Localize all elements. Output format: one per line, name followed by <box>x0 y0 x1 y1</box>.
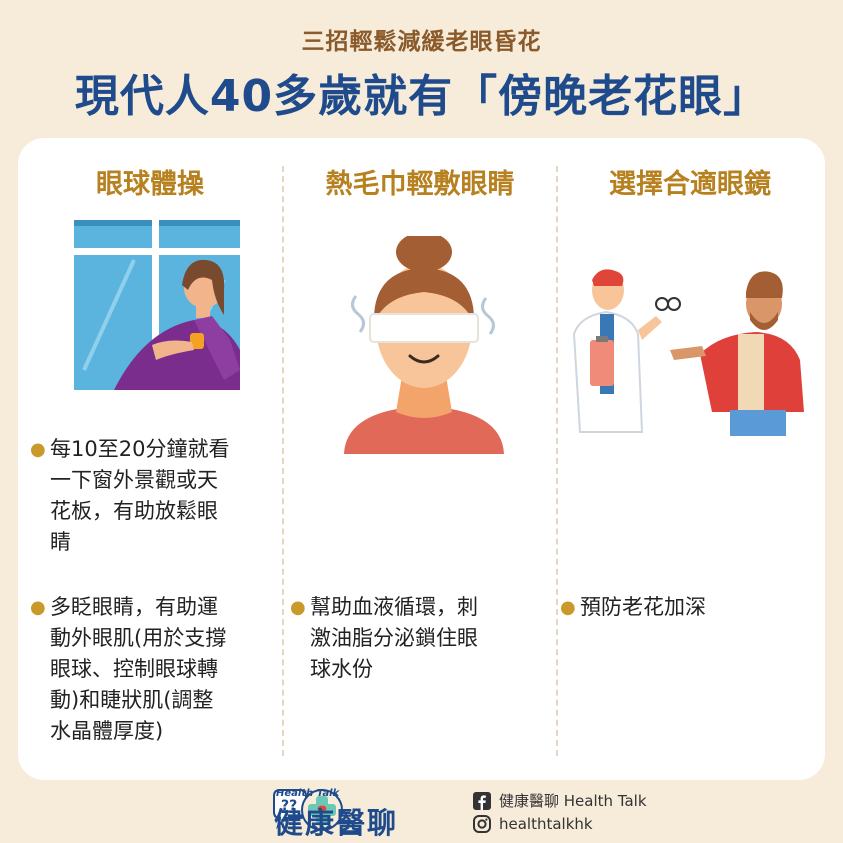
bullet-dot-icon: ● <box>290 597 306 618</box>
content-card: 眼球體操 ● 每10至20分鐘就看 一下窗外景觀或天 花板，有助放鬆眼睛 ● 多眨眼… <box>18 138 825 780</box>
page-title: 現代人40多歲就有「傍晚老花眼」 <box>74 71 769 122</box>
instagram-link[interactable]: healthtalkhk <box>473 815 593 833</box>
instagram-label: healthtalkhk <box>499 815 593 833</box>
health-talk-logo-icon: ?? <box>273 789 343 831</box>
doctor-patient-illustration <box>572 269 804 436</box>
logo-small-text: Health Talk <box>276 788 340 799</box>
column-title-eye-exercise: 眼球體操 <box>96 169 204 200</box>
logo-title: 健康醫聊 <box>274 806 399 840</box>
bullet-dot-icon: ● <box>560 597 576 618</box>
column-title-glasses: 選擇合適眼鏡 <box>609 169 771 200</box>
subtitle: 三招輕鬆減緩老眼昏花 <box>301 29 542 55</box>
facebook-label: 健康醫聊 Health Talk <box>499 792 647 810</box>
svg-text:??: ?? <box>281 798 297 814</box>
column-divider <box>556 166 558 756</box>
bullet-item: ● 預防老花加深 <box>558 592 706 623</box>
facebook-link[interactable]: 健康醫聊 Health Talk <box>473 790 647 811</box>
column-divider <box>282 166 284 756</box>
window-woman-illustration <box>74 220 240 390</box>
bullet-item: ● 每10至20分鐘就看 一下窗外景觀或天 花板，有助放鬆眼睛 <box>28 434 229 558</box>
instagram-icon <box>473 815 491 833</box>
column-title-warm-towel: 熱毛巾輕敷眼睛 <box>325 169 515 200</box>
warm-towel-woman-illustration <box>344 236 504 454</box>
bullet-dot-icon: ● <box>30 597 46 618</box>
bullet-item: ● 幫助血液循環，刺 激油脂分泌鎖住眼 球水份 <box>288 592 478 685</box>
facebook-icon <box>473 791 491 810</box>
bullet-item: ● 多眨眼睛，有助運 動外眼肌(用於支撐 眼球、控制眼球轉 動)和睫狀肌(調整 水晶體厚… <box>28 592 226 747</box>
bullet-dot-icon: ● <box>30 439 46 460</box>
